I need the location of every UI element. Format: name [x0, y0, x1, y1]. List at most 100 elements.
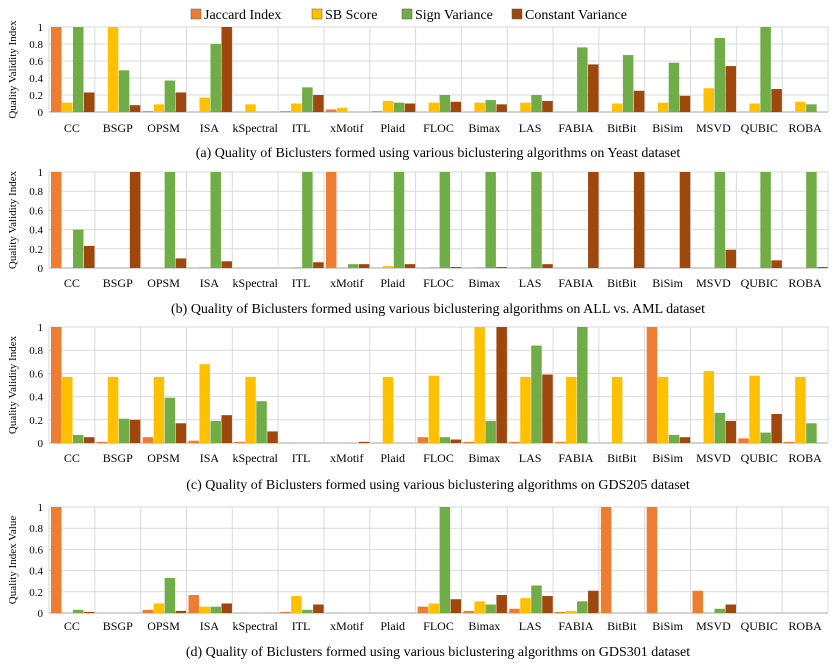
- bar-2-0-3: [188, 440, 199, 443]
- bar-3-2-0: [73, 609, 84, 613]
- xtick-label-1-16: ROBA: [788, 276, 822, 290]
- bar-1-2-2: [164, 172, 176, 268]
- bar-2-1-9: [474, 327, 485, 443]
- xtick-label-3-1: BSGP: [103, 619, 133, 633]
- chart-caption-0: (a) Quality of Biclusters formed using v…: [196, 146, 681, 161]
- bar-2-3-9: [496, 327, 507, 443]
- bar-1-3-6: [358, 264, 370, 268]
- bar-3-3-8: [450, 599, 462, 613]
- bar-0-1-14: [703, 88, 715, 112]
- bar-0-3-12: [633, 90, 645, 112]
- legend-swatch-2: [401, 8, 413, 20]
- xtick-label-3-11: FABIA: [558, 619, 593, 633]
- bar-2-2-4: [256, 401, 267, 443]
- xtick-label-0-11: FABIA: [558, 121, 593, 135]
- bar-3-2-5: [302, 609, 313, 613]
- ytick-label-0-0: 0: [38, 107, 44, 119]
- xtick-label-0-1: BSGP: [103, 121, 133, 135]
- bar-3-1-5: [291, 596, 302, 613]
- bar-1-1-5: [291, 267, 302, 268]
- bar-0-2-16: [806, 104, 817, 112]
- bar-1-3-8: [450, 267, 462, 268]
- bar-0-0-2: [142, 111, 154, 112]
- xtick-label-3-0: CC: [64, 619, 80, 633]
- bar-0-1-12: [611, 103, 623, 112]
- bar-3-2-2: [164, 578, 176, 613]
- bar-2-3-6: [358, 441, 370, 443]
- bar-0-1-8: [428, 102, 440, 112]
- bar-1-2-5: [302, 172, 313, 268]
- xtick-label-1-15: QUBIC: [741, 276, 778, 290]
- bar-0-1-1: [107, 27, 119, 112]
- bar-0-2-15: [760, 27, 771, 112]
- bar-0-1-7: [382, 100, 394, 112]
- xtick-label-3-2: OPSM: [147, 619, 180, 633]
- bar-1-2-15: [760, 172, 771, 268]
- bar-2-3-8: [450, 439, 462, 443]
- bar-0-1-2: [153, 104, 165, 112]
- xtick-label-3-12: BitBit: [607, 619, 637, 633]
- bar-2-2-14: [714, 412, 726, 443]
- bar-1-1-8: [428, 267, 440, 268]
- bar-1-2-8: [439, 172, 451, 268]
- bar-0-2-8: [439, 95, 451, 112]
- bar-0-1-5: [291, 103, 302, 112]
- bar-2-2-11: [577, 327, 588, 443]
- bar-1-2-14: [714, 172, 726, 268]
- xtick-label-2-14: MSVD: [696, 451, 731, 465]
- bar-2-0-15: [738, 438, 749, 443]
- bar-3-0-14: [692, 590, 704, 613]
- bar-2-0-11: [555, 441, 566, 443]
- bar-1-3-14: [725, 249, 737, 268]
- ylabel-3: Quality Index Value: [7, 516, 19, 605]
- bar-2-3-4: [267, 431, 278, 443]
- xtick-label-1-1: BSGP: [103, 276, 133, 290]
- xtick-label-3-16: ROBA: [788, 619, 822, 633]
- bar-2-1-12: [611, 376, 623, 443]
- bar-2-1-16: [795, 376, 806, 443]
- chart-caption-2: (c) Quality of Biclusters formed using v…: [186, 478, 690, 493]
- bar-0-2-14: [714, 38, 726, 112]
- xtick-label-0-3: ISA: [200, 121, 220, 135]
- bar-3-1-8: [428, 603, 440, 613]
- bar-2-3-13: [679, 437, 691, 443]
- bar-3-1-10: [520, 598, 531, 613]
- bar-0-2-3: [210, 44, 221, 112]
- ytick-label-1-2: 0.4: [29, 225, 43, 237]
- xtick-label-0-9: Bimax: [468, 121, 500, 135]
- xtick-label-1-2: OPSM: [147, 276, 180, 290]
- bar-1-3-12: [633, 172, 645, 268]
- xtick-label-2-11: FABIA: [558, 451, 593, 465]
- xtick-label-0-15: QUBIC: [741, 121, 778, 135]
- bar-1-3-10: [542, 264, 553, 268]
- bar-3-3-14: [725, 604, 737, 613]
- bar-3-0-9: [463, 610, 474, 613]
- bar-1-0-6: [325, 172, 337, 268]
- bar-0-3-11: [588, 64, 599, 112]
- xtick-label-2-12: BitBit: [607, 451, 637, 465]
- bar-2-3-1: [129, 419, 141, 443]
- chart-caption-1: (b) Quality of Biclusters formed using v…: [171, 302, 705, 317]
- bar-0-3-14: [725, 66, 737, 112]
- bar-0-3-7: [404, 103, 416, 112]
- ytick-label-3-2: 0.4: [29, 566, 43, 578]
- bar-0-3-15: [771, 89, 782, 112]
- bar-0-1-15: [749, 103, 760, 112]
- bar-1-3-1: [129, 172, 141, 268]
- bar-0-2-9: [485, 100, 496, 112]
- xtick-label-3-5: ITL: [292, 619, 311, 633]
- ytick-label-3-0: 0: [38, 608, 44, 620]
- bar-3-2-8: [439, 507, 451, 613]
- bar-1-2-16: [806, 172, 817, 268]
- bar-3-0-0: [51, 507, 62, 613]
- bar-1-2-10: [531, 172, 542, 268]
- xtick-label-3-10: LAS: [519, 619, 542, 633]
- ytick-label-3-1: 0.2: [29, 587, 43, 599]
- bar-2-2-13: [668, 434, 680, 443]
- bar-0-0-5: [280, 111, 291, 112]
- xtick-label-1-12: BitBit: [607, 276, 637, 290]
- bar-2-1-11: [566, 376, 577, 443]
- bar-1-3-2: [175, 258, 187, 268]
- bar-1-1-9: [474, 267, 485, 268]
- xtick-label-0-0: CC: [64, 121, 80, 135]
